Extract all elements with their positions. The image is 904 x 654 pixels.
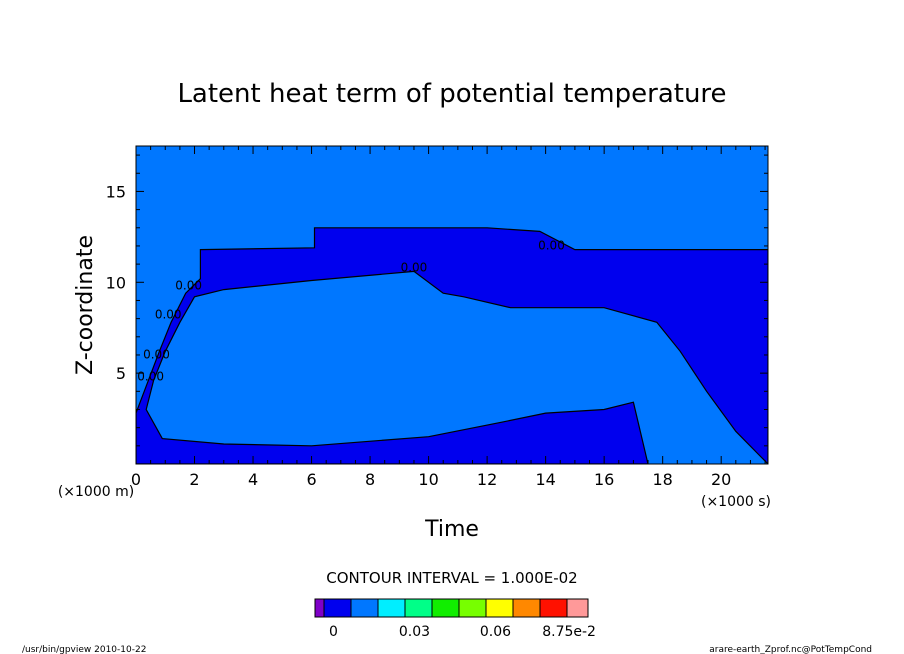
contour-labels: 0.00 0.00 0.00 0.00 0.00 0.00 [137,239,565,384]
x-tick-label: 0 [131,470,141,489]
x-tick-label: 18 [652,470,672,489]
colorbar-swatch [431,598,460,618]
y-axis-unit: (×1000 m) [58,484,134,500]
x-tick-label: 4 [248,470,258,489]
plot-area: 0.00 0.00 0.00 0.00 0.00 0.00 [135,145,769,465]
colorbar-swatch [512,598,541,618]
x-tick-label: 12 [477,470,497,489]
x-tick-label: 2 [189,470,199,489]
x-tick-label: 14 [535,470,555,489]
colorbar-swatch [566,598,589,618]
contour-interval-text: CONTOUR INTERVAL = 1.000E-02 [326,569,577,587]
footer-program-date: /usr/bin/gpview 2010-10-22 [22,645,146,654]
colorbar-swatch [458,598,487,618]
latent-heat-region [136,227,768,464]
x-axis-unit: (×1000 s) [701,494,771,510]
y-axis: 5 10 15 [106,154,768,447]
colorbar-swatch [485,598,514,618]
colorbar-swatch [323,598,352,618]
contour-label: 0.00 [175,279,202,293]
colorbar-swatch [350,598,379,618]
chart-title: Latent heat term of potential temperatur… [177,79,726,109]
x-tick-label: 10 [418,470,438,489]
colorbar-swatch [314,598,325,618]
colorbar-tick-label: 0.06 [480,624,511,640]
x-tick-label: 6 [306,470,316,489]
colorbar-tick-label: 0 [329,624,338,640]
y-tick-label: 15 [106,182,126,201]
plot-frame [135,145,769,465]
colorbar-swatch [404,598,433,618]
contour-label: 0.00 [143,348,170,362]
contour-label: 0.00 [401,260,428,274]
y-tick-label: 5 [116,364,126,383]
x-axis-label: Time [424,517,479,542]
contour-line-zero [136,227,768,464]
x-tick-label: 16 [594,470,614,489]
colorbar-tick-label: 0.03 [399,624,430,640]
colorbar-tick-label: 8.75e-2 [542,624,596,640]
footer-file-variable: arare-earth_Zprof.nc@PotTempCond [709,645,872,654]
colorbar-labels: 0 0.03 0.06 8.75e-2 [329,624,596,640]
colorbar-swatch [377,598,406,618]
colorbar [314,598,589,618]
y-axis-label: Z-coordinate [73,235,98,375]
x-axis: 0 2 4 6 8 10 12 14 16 18 20 [131,146,766,489]
x-tick-label: 8 [365,470,375,489]
contour-label: 0.00 [137,369,164,383]
contour-label: 0.00 [155,308,182,322]
colorbar-swatch [539,598,568,618]
contour-label: 0.00 [538,239,565,253]
x-tick-label: 20 [711,470,731,489]
y-tick-label: 10 [106,273,126,292]
